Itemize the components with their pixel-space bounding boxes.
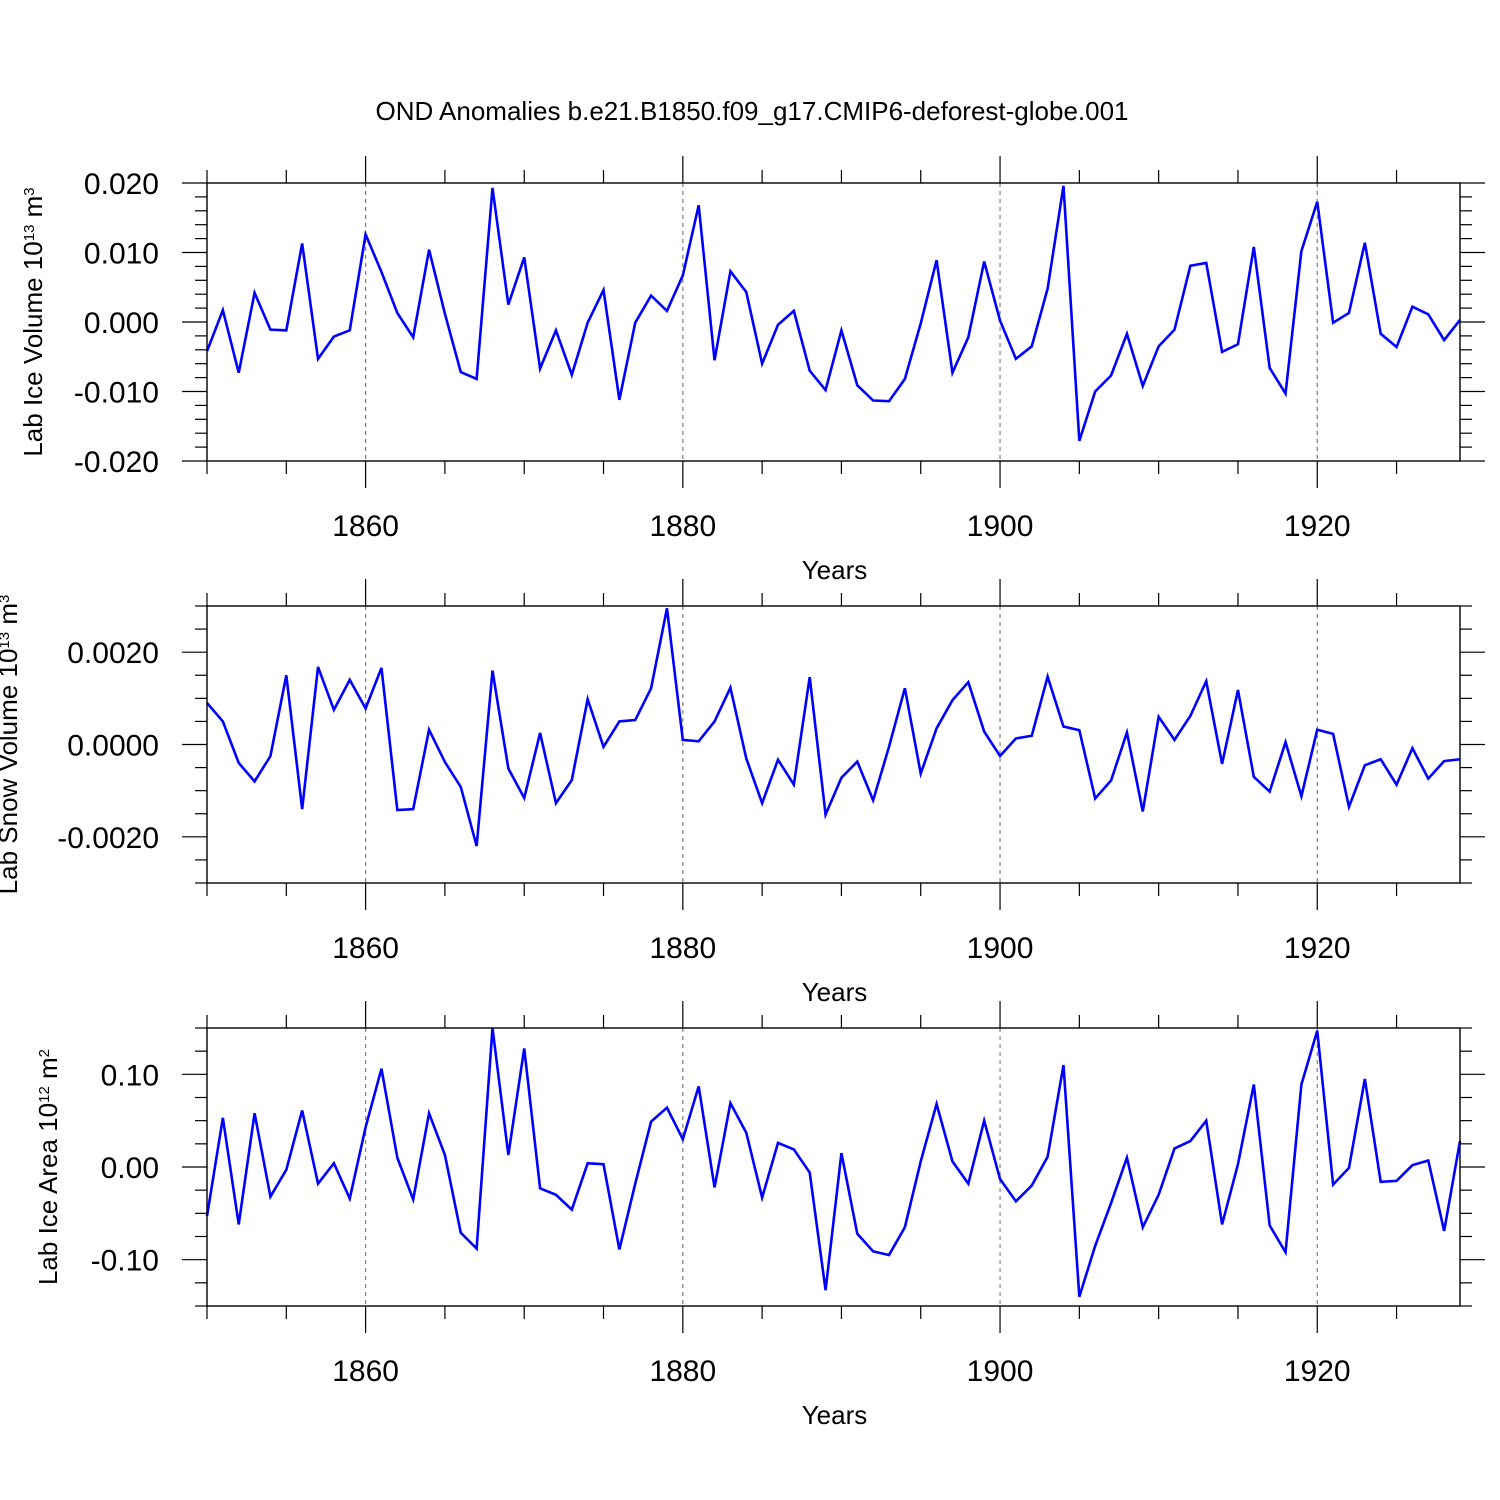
y-axis-label-unit: m bbox=[0, 603, 23, 632]
series-line bbox=[205, 185, 1462, 442]
y-axis-label-exponent: 13 bbox=[0, 632, 13, 649]
y-axis-label-unit-exponent: 3 bbox=[0, 595, 13, 603]
x-tick-label: 1880 bbox=[649, 510, 716, 543]
y-axis-label-exponent: 12 bbox=[36, 1086, 53, 1103]
x-tick-label: 1860 bbox=[332, 1355, 399, 1388]
y-tick-label: -0.020 bbox=[74, 446, 159, 479]
y-tick-label: -0.010 bbox=[74, 377, 159, 410]
panel-ice-volume: 1860 1880 1900 1920 -0.020 -0.010 0.000 0.010 0.… bbox=[18, 156, 1485, 585]
series-line bbox=[205, 1027, 1462, 1298]
y-axis-label-unit: m bbox=[33, 1057, 63, 1086]
y-axis-label-prefix: Lab Ice Area 10 bbox=[33, 1103, 63, 1285]
y-tick-label: 0.010 bbox=[84, 238, 159, 271]
x-tick-label: 1880 bbox=[649, 932, 716, 965]
y-axis-label-prefix: Lab Snow Volume 10 bbox=[0, 649, 23, 895]
x-axis-label: Years bbox=[802, 555, 868, 585]
panel-ice-area: 1860 1880 1900 1920 -0.10 0.00 0.10 Years Lab Ic… bbox=[33, 1001, 1485, 1430]
plot-frame bbox=[206, 182, 1461, 462]
x-tick-label: 1860 bbox=[332, 510, 399, 543]
y-axis-label-unit: m bbox=[18, 196, 48, 225]
x-tick-label: 1900 bbox=[967, 1355, 1034, 1388]
y-tick-label: 0.020 bbox=[84, 168, 159, 201]
y-tick-label: -0.10 bbox=[91, 1245, 159, 1278]
y-tick-label: 0.00 bbox=[101, 1152, 159, 1185]
y-tick-label: -0.0020 bbox=[57, 822, 159, 855]
x-axis-label: Years bbox=[802, 977, 868, 1007]
x-tick-label: 1920 bbox=[1284, 1355, 1351, 1388]
y-tick-label: 0.0020 bbox=[67, 637, 159, 670]
x-tick-label: 1920 bbox=[1284, 510, 1351, 543]
x-tick-label: 1920 bbox=[1284, 932, 1351, 965]
x-axis-label: Years bbox=[802, 1400, 868, 1430]
x-tick-label: 1880 bbox=[649, 1355, 716, 1388]
y-axis-label: Lab Ice Volume 1013 m3 bbox=[18, 187, 48, 456]
series-line bbox=[206, 608, 1461, 847]
plot-frame bbox=[206, 605, 1461, 884]
x-tick-label: 1860 bbox=[332, 932, 399, 965]
y-axis-label-exponent: 13 bbox=[21, 225, 38, 242]
y-axis-label: Lab Ice Area 1012 m2 bbox=[33, 1049, 63, 1285]
x-tick-label: 1900 bbox=[967, 510, 1034, 543]
x-tick-label: 1900 bbox=[967, 932, 1034, 965]
y-tick-label: 0.000 bbox=[84, 307, 159, 340]
figure-title: OND Anomalies b.e21.B1850.f09_g17.CMIP6-… bbox=[375, 96, 1128, 126]
plot-frame bbox=[206, 1027, 1461, 1307]
y-axis-label-unit-exponent: 2 bbox=[36, 1049, 53, 1057]
y-axis-label: Lab Snow Volume 1013 m3 bbox=[0, 595, 23, 895]
y-axis-label-prefix: Lab Ice Volume 10 bbox=[18, 241, 48, 456]
y-tick-label: 0.0000 bbox=[67, 730, 159, 763]
panel-snow-volume: 1860 1880 1900 1920 -0.0020 0.0000 0.0020 Years… bbox=[0, 579, 1485, 1007]
y-axis-label-unit-exponent: 3 bbox=[21, 187, 38, 195]
y-tick-label: 0.10 bbox=[101, 1059, 159, 1092]
